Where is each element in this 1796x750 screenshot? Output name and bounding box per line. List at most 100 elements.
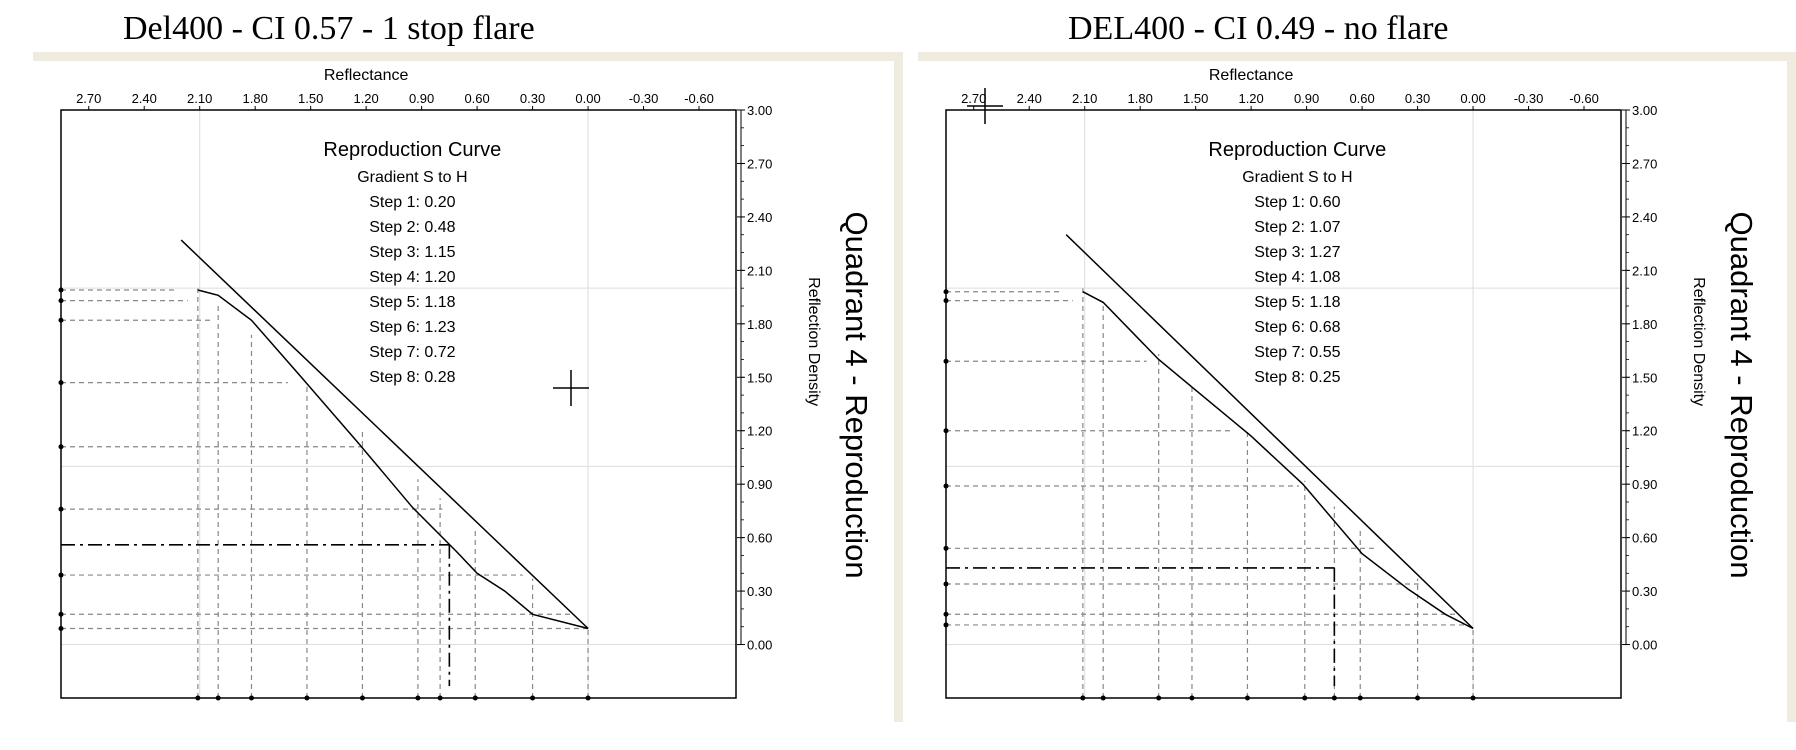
y-tick-label: 0.00 bbox=[1632, 638, 1657, 653]
y-tick-label: 0.30 bbox=[747, 584, 772, 599]
x-tick-label: 0.60 bbox=[1349, 91, 1374, 106]
guide-tick-bottom bbox=[1302, 695, 1308, 701]
guide-tick-left bbox=[58, 444, 64, 450]
y-tick-label: 3.00 bbox=[747, 103, 772, 118]
legend-subheading: Gradient S to H bbox=[357, 169, 467, 186]
x-tick-label: -0.60 bbox=[1569, 91, 1599, 106]
guide-tick-bottom bbox=[1189, 695, 1195, 701]
guide-tick-bottom bbox=[195, 695, 201, 701]
legend-step: Step 4: 1.20 bbox=[369, 269, 455, 286]
guide-tick-left bbox=[58, 626, 64, 632]
quadrant-label: Quadrant 4 - Reproduction bbox=[1724, 212, 1759, 579]
legend-step: Step 7: 0.72 bbox=[369, 344, 455, 361]
guide-tick-bottom bbox=[1415, 695, 1421, 701]
x-tick-label: 2.40 bbox=[1017, 91, 1042, 106]
y-tick-label: 2.10 bbox=[1632, 263, 1657, 278]
guide-tick-left bbox=[943, 581, 949, 587]
y-axis-label: Reflection Density bbox=[805, 277, 822, 406]
plot-frame bbox=[60, 109, 737, 699]
guide-tick-left bbox=[943, 611, 949, 617]
legend-step: Step 5: 1.18 bbox=[369, 294, 455, 311]
x-tick-label: 1.80 bbox=[243, 91, 268, 106]
x-tick-label: 0.90 bbox=[409, 91, 434, 106]
y-tick-label: 0.30 bbox=[1632, 584, 1657, 599]
reproduction-curve-line bbox=[197, 289, 589, 630]
y-tick-label: 2.40 bbox=[747, 210, 772, 225]
guide-tick-bottom bbox=[415, 695, 421, 701]
y-tick-label: 1.20 bbox=[1632, 424, 1657, 439]
plot-frame bbox=[945, 109, 1622, 699]
guide-tick-bottom bbox=[530, 695, 536, 701]
y-axis-label: Reflection Density bbox=[1690, 277, 1707, 406]
x-tick-label: 1.20 bbox=[1238, 91, 1263, 106]
guide-tick-left bbox=[58, 380, 64, 386]
x-tick-label: 1.80 bbox=[1128, 91, 1153, 106]
chart-panel-right: 2.70 2.40 2.10 1.80 1.50 1.20 0.90 0.60 0.30 0.00… bbox=[918, 52, 1796, 722]
y-tick-label: 1.80 bbox=[747, 317, 772, 332]
quadrant-label: Quadrant 4 - Reproduction bbox=[839, 212, 874, 579]
guide-tick-left bbox=[58, 611, 64, 617]
panel-frame-right bbox=[1787, 52, 1796, 722]
x-tick-label: 0.30 bbox=[520, 91, 545, 106]
legend-heading: Reproduction Curve bbox=[1208, 139, 1386, 161]
reproduction-chart-left: 2.70 2.40 2.10 1.80 1.50 1.20 0.90 0.60 0.30 0.00… bbox=[58, 67, 874, 701]
legend-step: Step 7: 0.55 bbox=[1254, 344, 1340, 361]
guide-tick-bottom bbox=[472, 695, 478, 701]
legend-step: Step 2: 1.07 bbox=[1254, 219, 1340, 236]
x-tick-label: 2.10 bbox=[187, 91, 212, 106]
legend-step: Step 6: 0.68 bbox=[1254, 319, 1340, 336]
guide-tick-left bbox=[943, 483, 949, 489]
guide-tick-bottom bbox=[1331, 695, 1337, 701]
legend-step: Step 4: 1.08 bbox=[1254, 269, 1340, 286]
y-tick-label: 0.90 bbox=[1632, 477, 1657, 492]
legend-step: Step 2: 0.48 bbox=[369, 219, 455, 236]
guide-tick-bottom bbox=[585, 695, 591, 701]
x-tick-label: 1.20 bbox=[353, 91, 378, 106]
x-tick-label: 0.00 bbox=[1460, 91, 1485, 106]
y-tick-label: 1.50 bbox=[747, 370, 772, 385]
guide-tick-left bbox=[943, 289, 949, 295]
guide-tick-bottom bbox=[1244, 695, 1250, 701]
guide-tick-bottom bbox=[248, 695, 254, 701]
y-tick-label: 1.80 bbox=[1632, 317, 1657, 332]
x-tick-label: 1.50 bbox=[1183, 91, 1208, 106]
guide-tick-left bbox=[943, 622, 949, 628]
panel-frame-top bbox=[33, 52, 903, 61]
guide-tick-bottom bbox=[215, 695, 221, 701]
reproduction-chart-right: 2.70 2.40 2.10 1.80 1.50 1.20 0.90 0.60 0.30 0.00… bbox=[943, 67, 1759, 701]
legend-step: Step 6: 1.23 bbox=[369, 319, 455, 336]
x-tick-label: 2.70 bbox=[76, 91, 101, 106]
y-tick-label: 0.60 bbox=[747, 531, 772, 546]
guide-tick-left bbox=[58, 287, 64, 293]
chart-panel-left: 2.70 2.40 2.10 1.80 1.50 1.20 0.90 0.60 0.30 0.00… bbox=[33, 52, 903, 722]
guide-tick-bottom bbox=[1100, 695, 1106, 701]
x-tick-label: 1.50 bbox=[298, 91, 323, 106]
x-tick-label: 2.40 bbox=[132, 91, 157, 106]
y-tick-label: 2.40 bbox=[1632, 210, 1657, 225]
guide-tick-bottom bbox=[304, 695, 310, 701]
guide-tick-bottom bbox=[1470, 695, 1476, 701]
guide-tick-left bbox=[943, 545, 949, 551]
y-tick-label: 0.90 bbox=[747, 477, 772, 492]
y-tick-label: 2.70 bbox=[1632, 156, 1657, 171]
legend-subheading: Gradient S to H bbox=[1242, 169, 1352, 186]
y-tick-label: 3.00 bbox=[1632, 103, 1657, 118]
x-tick-label: 2.70 bbox=[961, 91, 986, 106]
x-tick-label: -0.30 bbox=[629, 91, 659, 106]
reference-diagonal-line bbox=[1065, 234, 1474, 630]
legend-step: Step 8: 0.25 bbox=[1254, 369, 1340, 386]
y-tick-label: 0.00 bbox=[747, 638, 772, 653]
chart-title-left: Del400 - CI 0.57 - 1 stop flare bbox=[123, 10, 535, 47]
guide-tick-bottom bbox=[1357, 695, 1363, 701]
legend-heading: Reproduction Curve bbox=[323, 139, 501, 161]
guide-tick-bottom bbox=[1156, 695, 1162, 701]
x-tick-label: 0.00 bbox=[575, 91, 600, 106]
guide-tick-left bbox=[943, 298, 949, 304]
guide-tick-left bbox=[58, 506, 64, 512]
legend-step: Step 8: 0.28 bbox=[369, 369, 455, 386]
guide-tick-left bbox=[58, 298, 64, 304]
legend-step: Step 5: 1.18 bbox=[1254, 294, 1340, 311]
reproduction-curve-line bbox=[1082, 291, 1474, 630]
guide-tick-bottom bbox=[437, 695, 443, 701]
y-tick-label: 2.10 bbox=[747, 263, 772, 278]
